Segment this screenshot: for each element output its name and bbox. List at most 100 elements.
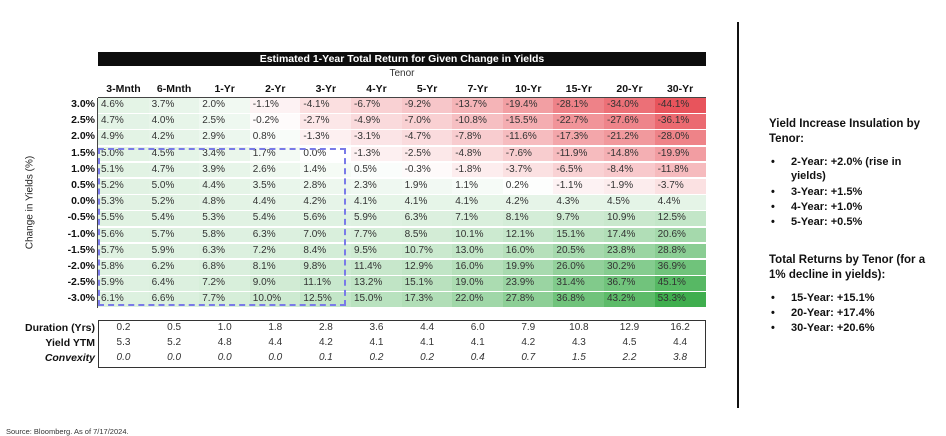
sidebar-item-text: 3-Year: +1.5% — [791, 186, 863, 198]
heatmap-cell: 17.4% — [604, 227, 656, 243]
heatmap-cell: 20.5% — [553, 243, 605, 259]
bullet-icon: • — [771, 292, 775, 304]
heatmap-cell: 12.9% — [401, 260, 453, 275]
heatmap-cell: -1.9% — [604, 179, 656, 194]
heatmap-cell: -11.6% — [502, 130, 554, 145]
heatmap-cell: 2.9% — [199, 130, 251, 145]
heatmap-cell: -7.6% — [502, 146, 554, 162]
heatmap-cell: 0.2% — [502, 179, 554, 194]
heatmap-cell: -3.7% — [654, 179, 706, 194]
heatmap-cell: 5.9% — [148, 243, 200, 259]
summary-cell: 0.0 — [268, 352, 283, 363]
heatmap-cell: -34.0% — [604, 98, 656, 113]
heatmap-cell: -4.9% — [351, 114, 403, 129]
heatmap-cell: 10.9% — [604, 211, 656, 226]
returns-title: Total Returns by Tenor (for a 1% decline… — [769, 254, 926, 281]
column-header: 10-Yr — [515, 83, 542, 95]
heatmap-cell: -1.1% — [249, 98, 301, 113]
heatmap-cell: -11.9% — [553, 146, 605, 162]
heatmap-cell: 6.3% — [401, 211, 453, 226]
heatmap-cell: 6.6% — [148, 292, 200, 307]
bullet-icon: • — [771, 216, 775, 228]
row-label: 0.5% — [71, 179, 95, 191]
heatmap-cell: -17.3% — [553, 130, 605, 145]
summary-cell: 0.2 — [116, 322, 131, 333]
summary-cell: 4.4 — [420, 322, 435, 333]
highlight-box — [98, 148, 346, 306]
source-note: Source: Bloomberg. As of 7/17/2024. — [6, 427, 129, 436]
sidebar-list-item: • 30-Year: +20.6% — [771, 321, 936, 335]
heatmap-cell: -28.1% — [553, 98, 605, 113]
sidebar-list-item: • 3-Year: +1.5% — [771, 185, 936, 199]
heatmap-cell: 36.9% — [654, 260, 706, 275]
summary-cell: 0.0 — [167, 352, 182, 363]
heatmap-cell: 45.1% — [654, 276, 706, 291]
summary-cell: 4.1 — [420, 337, 435, 348]
heatmap-cell: -2.5% — [401, 146, 453, 162]
summary-cell: 5.3 — [116, 337, 131, 348]
column-header: 1-Yr — [214, 83, 235, 95]
row-label: 2.0% — [71, 130, 95, 143]
summary-cell: 4.2 — [521, 337, 536, 348]
heatmap-cell: -11.8% — [654, 162, 706, 178]
summary-cell: 1.0 — [217, 322, 232, 333]
heatmap-cell: 12.5% — [300, 292, 352, 307]
column-header: 5-Yr — [416, 83, 438, 95]
sidebar-item-text: 15-Year: +15.1% — [791, 292, 875, 304]
summary-cell: 12.9 — [619, 322, 640, 333]
heatmap-cell: 2.0% — [199, 98, 251, 113]
heatmap-cell: 9.5% — [351, 243, 403, 259]
column-header: 7-Yr — [467, 83, 488, 95]
heatmap-cell: -8.4% — [604, 162, 656, 178]
heatmap-cell: 17.3% — [401, 292, 453, 307]
heatmap-cell: 4.4% — [199, 179, 251, 194]
sidebar-list-item: • 2-Year: +2.0% (rise in yields) — [771, 155, 936, 183]
row-label: -2.0% — [67, 260, 95, 272]
row-label: 1.0% — [71, 162, 95, 175]
heatmap-cell: 7.7% — [199, 292, 251, 307]
heatmap-cell: 4.9% — [98, 130, 150, 145]
heatmap-cell: -4.1% — [300, 98, 352, 113]
bullet-icon: • — [771, 186, 775, 198]
heatmap-cell: -10.8% — [452, 114, 504, 129]
heatmap-cell: 10.0% — [249, 292, 301, 307]
column-header: 3-Yr — [315, 83, 337, 95]
heatmap-cell: 5.8% — [98, 260, 150, 275]
heatmap-cell: 53.3% — [654, 292, 706, 307]
column-header: 20-Yr — [616, 83, 643, 95]
sidebar-item-text: 2-Year: +2.0% (rise in yields) — [791, 156, 902, 182]
sidebar-item-text: 30-Year: +20.6% — [791, 322, 875, 334]
tenor-label: Tenor — [389, 68, 415, 79]
heatmap-cell: 30.2% — [604, 260, 656, 275]
summary-cell: 4.3 — [571, 337, 586, 348]
heatmap-cell: 43.2% — [604, 292, 656, 307]
heatmap-cell: 4.7% — [148, 162, 200, 178]
heatmap-cell: 13.0% — [452, 243, 504, 259]
summary-table — [98, 320, 706, 368]
heatmap-cell: 6.2% — [148, 260, 200, 275]
insulation-title: Yield Increase Insulation by Tenor: — [769, 118, 921, 145]
heatmap-cell: 1.1% — [452, 179, 504, 194]
heatmap-cell: 16.0% — [452, 260, 504, 275]
heatmap-cell: 4.4% — [654, 195, 706, 210]
heatmap-cell: -27.6% — [604, 114, 656, 129]
heatmap-cell: 2.6% — [249, 162, 301, 178]
heatmap-cell: -3.7% — [502, 162, 554, 178]
heatmap-cell: -0.2% — [249, 114, 301, 129]
heatmap-cell: 5.6% — [98, 227, 150, 243]
column-header: 15-Yr — [565, 83, 593, 95]
heatmap-cell: 23.9% — [502, 276, 554, 291]
heatmap-cell: 19.9% — [502, 260, 554, 275]
column-header: 4-Yr — [366, 83, 387, 95]
sidebar-list-item: • 4-Year: +1.0% — [771, 200, 936, 214]
heatmap-cell: 7.2% — [199, 276, 251, 291]
heatmap-cell: 5.2% — [148, 195, 200, 210]
header-divider — [98, 97, 706, 98]
heatmap-cell: 15.1% — [553, 227, 605, 243]
summary-row-label: Duration (Yrs) — [24, 322, 95, 334]
heatmap-cell: 8.4% — [300, 243, 352, 259]
row-label: 3.0% — [71, 98, 95, 110]
heatmap-cell: 1.7% — [249, 146, 301, 162]
heatmap-cell: 0.0% — [300, 146, 352, 162]
heatmap-cell: -3.1% — [351, 130, 403, 145]
